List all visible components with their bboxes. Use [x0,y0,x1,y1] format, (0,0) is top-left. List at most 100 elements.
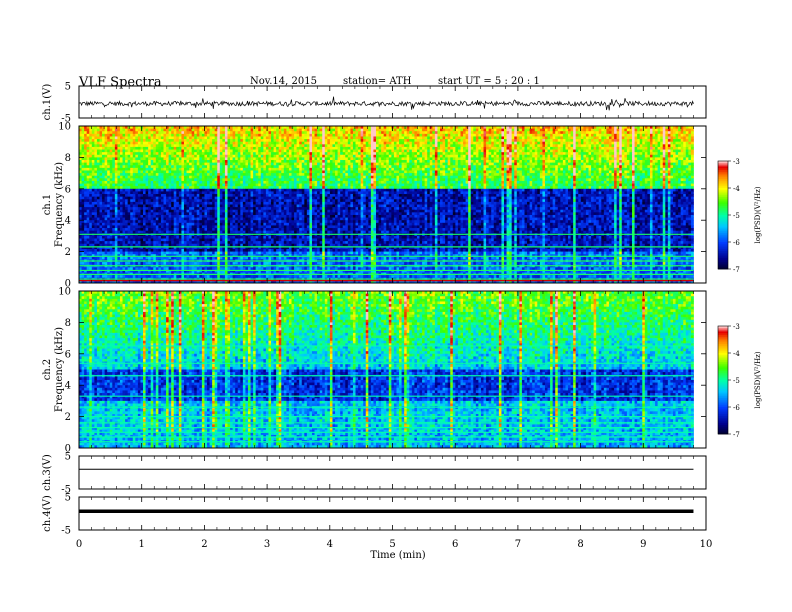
spectrogram-cell [384,157,387,160]
spectrogram-cell [143,165,146,168]
spectrogram-cell [396,157,399,160]
spectrogram-cell [455,139,458,142]
spectrogram-cell [256,160,259,163]
spectrogram-cell [171,163,174,166]
spectrogram-cell [635,134,638,137]
spectrogram-cell [371,176,374,179]
spectrogram-cell [156,144,159,147]
spectrogram-cell [450,134,453,137]
spectrogram-cell [568,173,571,176]
spectrogram-cell [307,134,310,137]
spectrogram-cell [509,173,512,176]
spectrogram-cell [468,136,471,139]
spectrogram-cell [555,168,558,171]
spectrogram-cell [166,155,169,158]
spectrogram-cell [396,147,399,150]
spectrogram-cell [235,129,238,132]
spectrogram-cell [207,129,210,132]
spectrogram-cell [202,176,205,179]
spectrogram-cell [437,173,440,176]
spectrogram-cell [117,168,120,171]
spectrogram-cell [240,165,243,168]
spectrogram-cell [151,176,154,179]
spectrogram-cell [427,165,430,168]
spectrogram-cell [658,152,661,155]
spectrogram-cell [225,157,228,160]
spectrogram-cell [315,144,318,147]
spectrogram-cell [519,131,522,134]
spectrogram-cell [263,150,266,153]
figure-title: VLF Spectra [78,75,162,90]
spectrogram-cell [356,168,359,171]
spectrogram-cell [670,144,673,147]
spectrogram-cell [409,168,412,171]
spectrogram-cell [471,144,474,147]
spectrogram-cell [540,139,543,142]
spectrogram-cell [302,144,305,147]
spectrogram-cell [92,178,95,181]
spectrogram-cell [212,150,215,153]
spectrogram-cell [256,136,259,139]
spectrogram-cell [179,139,182,142]
spectrogram-cell [330,168,333,171]
spectrogram-cell [645,155,648,158]
spectrogram-cell [320,155,323,158]
spectrogram-cell [227,165,230,168]
spectrogram-cell [87,157,90,160]
spectrogram-cell [614,165,617,168]
spectrogram-cell [322,168,325,171]
spectrogram-cell [596,160,599,163]
spectrogram-cell [192,170,195,173]
spectrogram-cell [94,165,97,168]
spectrogram-cell [681,157,684,160]
spectrogram-cell [455,163,458,166]
spectrogram-cell [668,136,671,139]
spectrogram-cell [478,163,481,166]
spectrogram-cell [243,152,246,155]
spectrogram-cell [530,173,533,176]
spectrogram-cell [686,131,689,134]
spectrogram-cell [645,147,648,150]
spectrogram-cell [84,165,87,168]
spectrogram-cell [507,129,510,132]
spectrogram-cell [302,150,305,153]
spectrogram-cell [335,176,338,179]
spectrogram-cell [276,129,279,132]
spectrogram-cell [688,165,691,168]
spectrogram-cell [179,144,182,147]
spectrogram-cell [373,173,376,176]
spectrogram-cell [612,163,615,166]
spectrogram-cell [494,157,497,160]
spectrogram-cell [146,168,149,171]
spectrogram-cell [199,136,202,139]
spectrogram-cell [166,165,169,168]
spectrogram-cell [571,136,574,139]
spectrogram-cell [394,163,397,166]
spectrogram-cell [414,152,417,155]
spectrogram-cell [125,178,128,181]
spectrogram-cell [681,144,684,147]
spectrogram-cell [389,176,392,179]
spectrogram-cell [491,134,494,137]
spectrogram-cell [471,136,474,139]
spectrogram-cell [192,157,195,160]
spectrogram-cell [251,173,254,176]
spectrogram-cell [284,129,287,132]
spectrogram-cell [443,155,446,158]
spectrogram-cell [140,139,143,142]
spectrogram-cell [82,150,85,153]
spectrogram-cell [179,142,182,145]
spectrogram-cell [376,155,379,158]
spectrogram-cell [215,160,218,163]
spectrogram-cell [540,165,543,168]
spectrogram-cell [281,152,284,155]
spectrogram-cell [601,134,604,137]
spectrogram-cell [181,134,184,137]
spectrogram-cell [635,155,638,158]
spectrogram-cell [586,163,589,166]
spectrogram-cell [102,160,105,163]
spectrogram-cell [655,134,658,137]
spectrogram-cell [363,131,366,134]
spectrogram-cell [256,165,259,168]
spectrogram-cell [181,178,184,181]
